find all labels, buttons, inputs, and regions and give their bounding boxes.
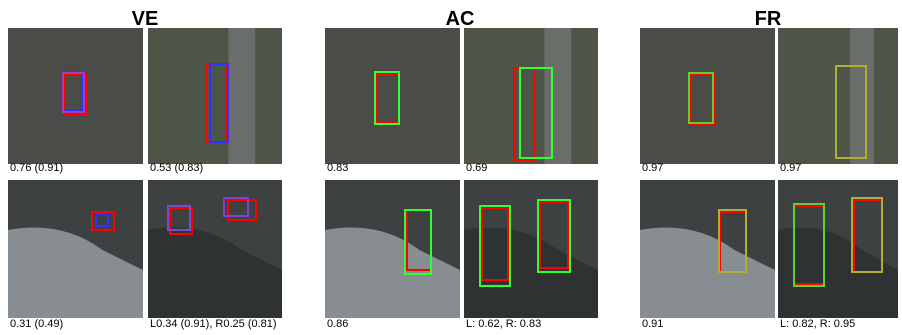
image bbox=[778, 28, 898, 164]
pole bbox=[850, 28, 874, 164]
panel-title: AC bbox=[446, 8, 475, 30]
image-background bbox=[464, 28, 598, 164]
image-background bbox=[148, 28, 282, 164]
image bbox=[325, 180, 460, 318]
image bbox=[148, 28, 282, 164]
image-background bbox=[8, 28, 143, 164]
figure: VE 0.76 (0.91) 0.53 (0.83) 0.31 (0.49) L0.34… bbox=[0, 0, 902, 335]
caption: 0.69 bbox=[466, 162, 487, 174]
image bbox=[640, 28, 775, 164]
caption: 0.97 bbox=[780, 162, 801, 174]
image-background bbox=[778, 28, 898, 164]
image bbox=[778, 180, 898, 318]
image bbox=[8, 28, 143, 164]
image bbox=[148, 180, 282, 318]
caption: 0.31 (0.49) bbox=[10, 318, 63, 330]
image-background bbox=[640, 28, 775, 164]
pole bbox=[228, 28, 255, 164]
caption: 0.83 bbox=[327, 162, 348, 174]
caption: 0.86 bbox=[327, 318, 348, 330]
image bbox=[640, 180, 775, 318]
image bbox=[8, 180, 143, 318]
caption: 0.53 (0.83) bbox=[150, 162, 203, 174]
image-background bbox=[325, 28, 460, 164]
pole bbox=[544, 28, 571, 164]
caption: L: 0.82, R: 0.95 bbox=[780, 318, 855, 330]
caption: L: 0.62, R: 0.83 bbox=[466, 318, 541, 330]
image bbox=[325, 28, 460, 164]
caption: 0.76 (0.91) bbox=[10, 162, 63, 174]
caption: 0.97 bbox=[642, 162, 663, 174]
caption: L0.34 (0.91), R0.25 (0.81) bbox=[150, 318, 277, 330]
panel-title: FR bbox=[755, 8, 782, 30]
image bbox=[464, 180, 598, 318]
caption: 0.91 bbox=[642, 318, 663, 330]
image bbox=[464, 28, 598, 164]
panel-title: VE bbox=[132, 8, 159, 30]
